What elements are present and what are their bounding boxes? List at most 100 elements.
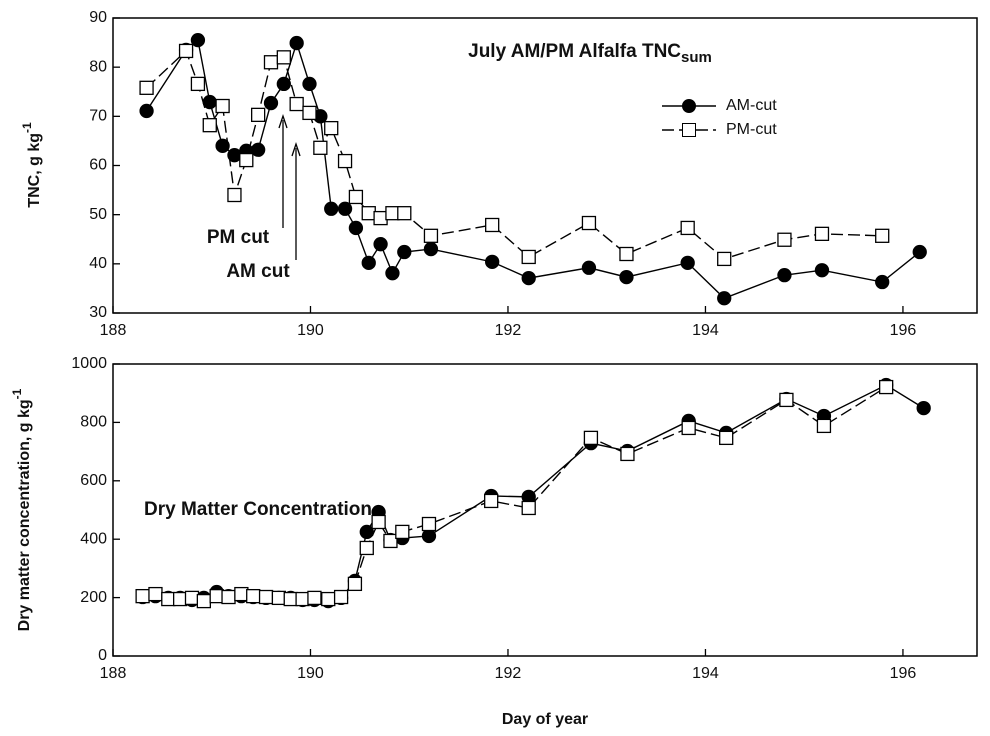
x-tick-label: 192: [495, 322, 522, 339]
marker: [139, 103, 154, 119]
legend-label: PM-cut: [726, 121, 777, 138]
marker: [271, 590, 287, 606]
marker: [423, 228, 439, 243]
marker: [148, 586, 163, 602]
marker: [307, 590, 322, 606]
marker: [276, 50, 291, 65]
x-tick-label: 194: [692, 322, 719, 339]
x-tick-label: 196: [890, 665, 917, 682]
marker: [777, 232, 792, 247]
marker: [879, 379, 894, 395]
marker: [717, 291, 732, 306]
marker: [373, 237, 388, 252]
marker: [814, 226, 830, 241]
marker: [221, 589, 236, 605]
y-tick-label: 90: [89, 9, 107, 26]
marker: [302, 76, 317, 92]
marker: [383, 533, 398, 549]
marker: [251, 142, 266, 157]
marker: [234, 586, 249, 602]
marker: [161, 591, 176, 607]
marker: [263, 95, 279, 111]
x-tick-label: 196: [890, 322, 917, 339]
marker: [912, 244, 927, 260]
marker: [251, 107, 266, 123]
marker: [246, 588, 261, 604]
marker: [681, 420, 696, 436]
series-line: [146, 49, 883, 260]
marker: [139, 80, 154, 95]
marker: [190, 76, 206, 92]
y-tick-label: 60: [89, 157, 107, 174]
ylabel-text: TNC, g kg: [26, 133, 43, 208]
marker: [619, 246, 634, 262]
marker: [397, 244, 412, 260]
marker: [916, 400, 931, 416]
marker: [258, 589, 274, 605]
marker: [337, 153, 353, 169]
marker: [202, 118, 217, 133]
marker: [397, 206, 412, 221]
y-tick-label: 70: [89, 108, 107, 125]
marker: [361, 255, 376, 271]
x-tick-label: 190: [297, 665, 324, 682]
marker: [680, 255, 695, 271]
marker: [814, 263, 830, 278]
chart-title: July AM/PM Alfalfa TNCsum: [468, 41, 712, 66]
marker: [875, 274, 890, 290]
marker: [521, 249, 536, 265]
x-tick-label: 188: [100, 322, 127, 339]
arrowhead: [278, 113, 288, 129]
marker: [209, 588, 224, 604]
annotation: AM cut: [226, 261, 290, 282]
y-axis-label: TNC, g kg-1: [20, 122, 43, 208]
marker: [337, 201, 353, 216]
y-tick-label: 50: [89, 206, 107, 223]
marker: [421, 528, 437, 544]
legend-marker: [682, 123, 696, 137]
marker: [421, 516, 437, 532]
marker: [295, 591, 310, 607]
ylabel-text: Dry matter concentration, g kg: [16, 399, 33, 631]
marker: [302, 105, 317, 121]
marker: [620, 446, 635, 462]
marker: [779, 392, 794, 408]
marker: [385, 266, 400, 281]
y-tick-label: 200: [80, 589, 107, 606]
y-tick-label: 600: [80, 472, 107, 489]
marker: [283, 591, 298, 607]
ylabel-superscript: -1: [20, 122, 34, 133]
marker: [373, 210, 388, 226]
y-tick-label: 80: [89, 58, 107, 75]
marker: [289, 96, 304, 112]
marker: [190, 32, 206, 48]
x-tick-label: 192: [495, 665, 522, 682]
marker: [484, 493, 499, 509]
plot-frame: [112, 363, 978, 657]
marker: [521, 500, 536, 516]
marker: [289, 35, 304, 51]
series-line: [142, 386, 887, 602]
marker: [395, 524, 410, 540]
marker: [333, 589, 349, 605]
marker: [324, 201, 339, 216]
y-tick-label: 0: [98, 647, 107, 664]
marker: [348, 220, 364, 236]
marker: [485, 254, 500, 270]
marker: [215, 138, 230, 153]
marker: [324, 120, 339, 136]
marker: [583, 430, 599, 446]
marker: [777, 267, 792, 283]
marker: [321, 591, 336, 607]
legend-marker: [682, 99, 696, 113]
marker: [135, 588, 150, 604]
y-tick-label: 40: [89, 255, 107, 272]
marker: [619, 269, 634, 285]
chart-title: Dry Matter Concentration: [144, 499, 372, 520]
marker: [359, 540, 374, 556]
marker: [816, 418, 832, 434]
x-tick-label: 190: [297, 322, 324, 339]
marker: [423, 241, 439, 257]
marker: [581, 215, 597, 231]
